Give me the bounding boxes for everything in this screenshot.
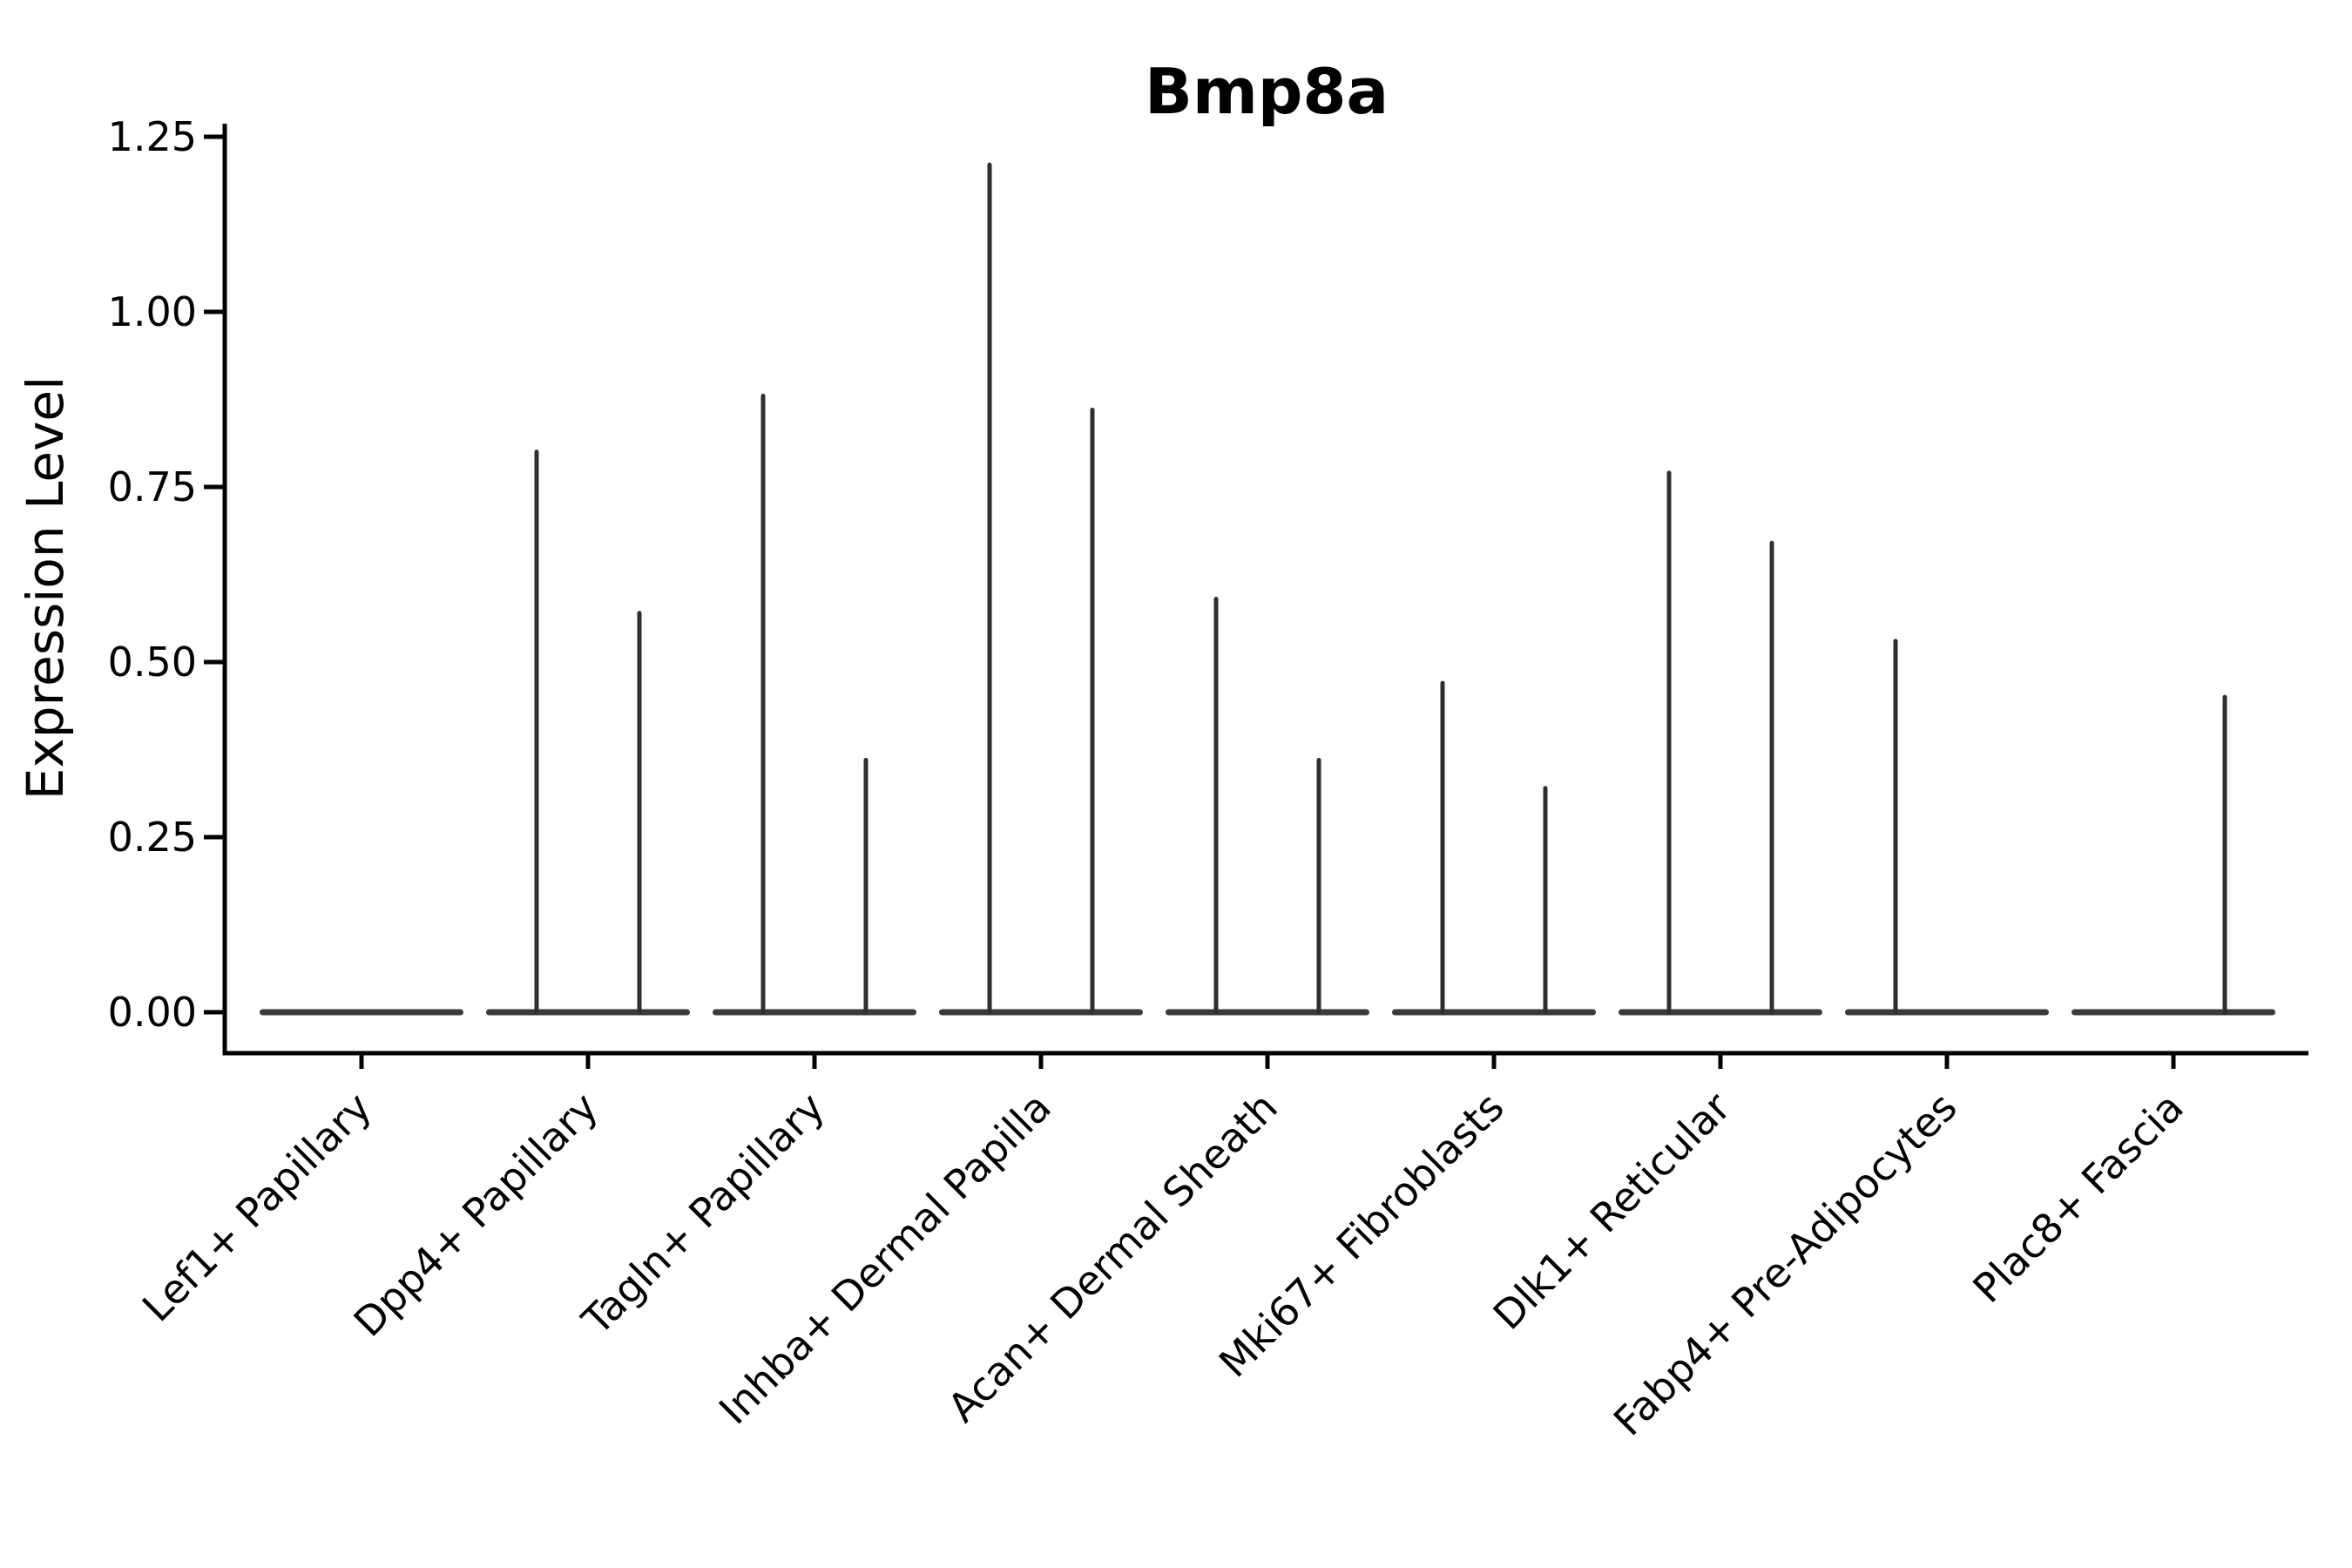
violin-base [260, 1009, 463, 1016]
violin-base [2072, 1009, 2275, 1016]
violin-layer [260, 162, 2275, 1016]
x-tick-label: Plac8+ Fascia [1963, 1084, 2192, 1312]
y-tick-label: 0.00 [108, 989, 197, 1036]
y-tick-label: 0.25 [108, 814, 197, 861]
violin-base [486, 1009, 690, 1016]
violin-base [1166, 1009, 1369, 1016]
x-tick-label: Lef1+ Papillary [133, 1084, 381, 1331]
y-tick-label: 1.00 [108, 288, 197, 335]
violin-base [1392, 1009, 1596, 1016]
y-tick-label: 1.25 [108, 113, 197, 160]
x-tick-label: Dlk1+ Reticular [1484, 1084, 1740, 1339]
y-axis-label: Expression Level [16, 376, 75, 800]
violin-base [1845, 1009, 2049, 1016]
x-tick-label: Dpp4+ Papillary [345, 1084, 607, 1346]
x-tick-label: Tagln+ Papillary [572, 1084, 834, 1345]
y-tick-label: 0.75 [108, 463, 197, 510]
violin-base [713, 1009, 916, 1016]
violin-base [939, 1009, 1143, 1016]
violin-base [1619, 1009, 1822, 1016]
chart-title: Bmp8a [1145, 55, 1389, 128]
y-tick-label: 0.50 [108, 639, 197, 686]
